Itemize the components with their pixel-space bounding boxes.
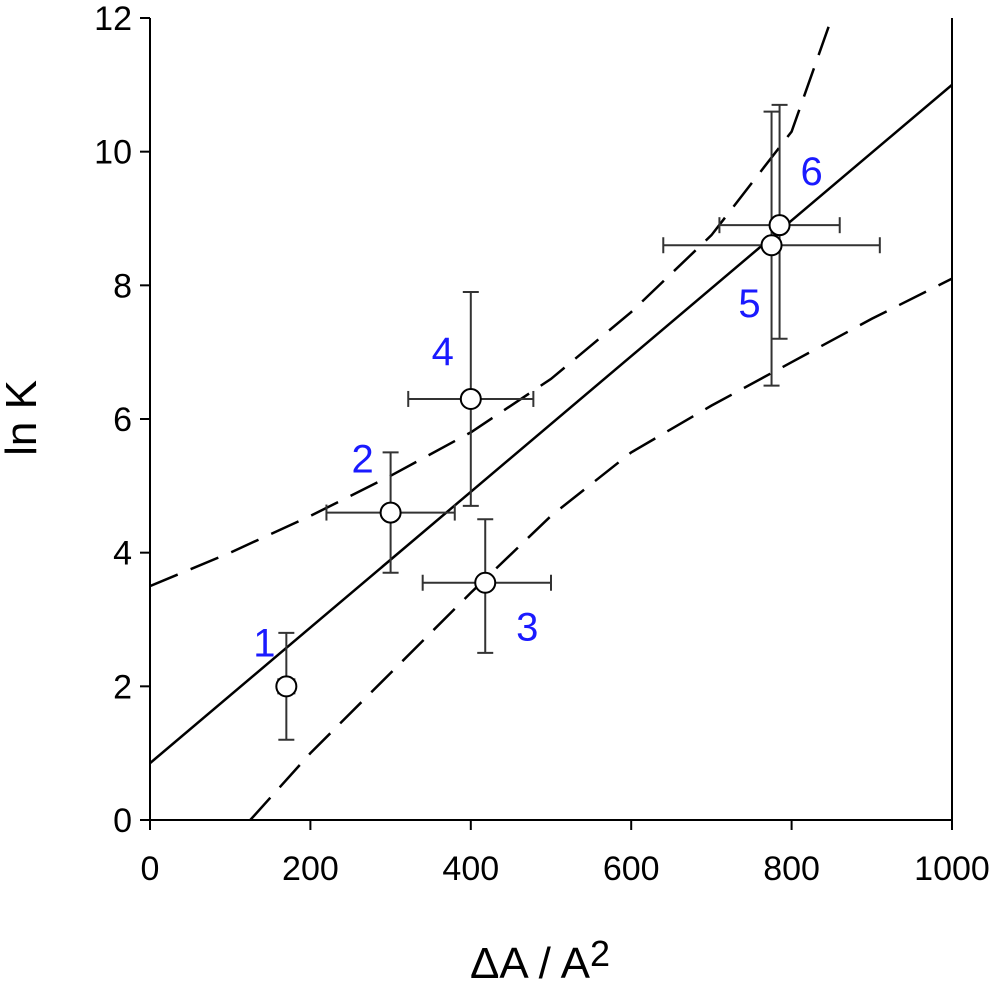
x-axis-label-superscript: 2 — [590, 933, 610, 974]
data-point-5 — [760, 234, 783, 257]
error-bars — [277, 103, 881, 741]
x-tick-label: 600 — [603, 850, 660, 888]
x-axis-label-main: ΔA / A — [470, 939, 591, 985]
y-tick-label: 2 — [113, 668, 132, 706]
x-tick-label: 200 — [282, 850, 339, 888]
point-label-5: 5 — [738, 282, 760, 326]
data-point-1 — [275, 675, 298, 698]
x-tick-label: 800 — [763, 850, 820, 888]
x-tick-label: 1000 — [914, 850, 990, 888]
point-label-1: 1 — [253, 621, 275, 665]
data-point-6 — [768, 214, 791, 237]
point-labels: 1 2 3 4 5 6 — [253, 150, 822, 665]
y-tick-label: 6 — [113, 401, 132, 439]
point-label-3: 3 — [516, 606, 538, 650]
regression-line-group — [150, 83, 952, 765]
confidence-band-upper — [150, 18, 833, 588]
point-label-6: 6 — [800, 150, 822, 194]
y-tick-label: 10 — [94, 134, 132, 172]
data-markers — [275, 214, 791, 698]
x-tick-label: 400 — [442, 850, 499, 888]
y-tick-label: 4 — [113, 535, 132, 573]
regression-line — [150, 83, 952, 765]
point-label-2: 2 — [351, 438, 373, 482]
axes — [140, 17, 953, 830]
y-tick-label: 8 — [113, 267, 132, 305]
data-point-3 — [474, 571, 497, 594]
x-tick-label: 0 — [141, 850, 160, 888]
y-tick-label: 0 — [113, 802, 132, 840]
data-point-2 — [379, 501, 402, 524]
y-axis-label: ln K — [0, 380, 46, 456]
y-tick-label: 12 — [94, 0, 132, 38]
x-axis-label: ΔA / A2 — [470, 933, 610, 985]
data-point-4 — [459, 387, 482, 410]
confidence-band-lower — [249, 277, 952, 820]
confidence-bands — [150, 18, 952, 820]
point-label-4: 4 — [432, 330, 454, 374]
